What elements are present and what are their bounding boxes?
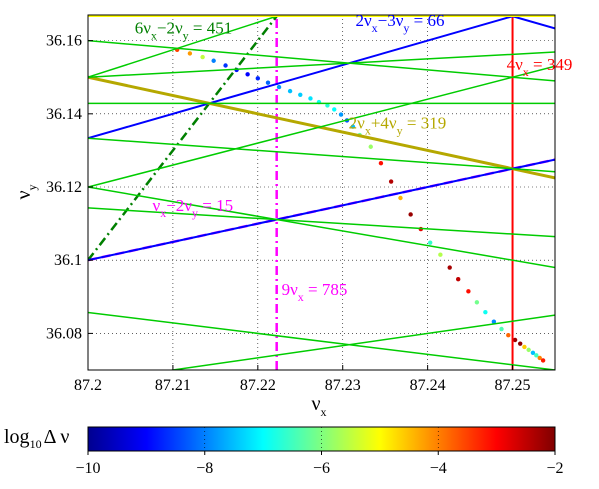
resonance-label: νx−2νy = 15 — [153, 196, 234, 220]
scatter-point — [350, 124, 356, 129]
scatter-point — [447, 265, 452, 270]
colorbar-tick-label: −2 — [546, 460, 563, 477]
scatter-point — [530, 350, 536, 355]
scatter-point — [332, 107, 337, 112]
y-tick-label: 36.16 — [46, 33, 82, 50]
resonance-line — [88, 15, 521, 140]
scatter-point — [211, 58, 216, 63]
resonance-label: 2νx+4νy = 319 — [349, 113, 447, 137]
resonance-line — [88, 15, 283, 78]
scatter-point — [427, 240, 433, 245]
x-axis-label: νx — [311, 393, 326, 419]
scatter-point — [338, 112, 344, 117]
scatter-point — [526, 347, 531, 353]
resonance-line — [88, 51, 555, 78]
scatter-point — [265, 80, 271, 85]
scatter-point — [187, 51, 193, 56]
scatter-point — [522, 344, 527, 350]
scatter-point — [499, 326, 504, 332]
scatter-point — [378, 161, 384, 166]
scatter-point — [255, 76, 261, 81]
scatter-point — [325, 103, 330, 108]
scatter-point — [506, 333, 511, 338]
x-tick-label: 87.2 — [74, 377, 102, 394]
resonance-line — [88, 207, 555, 238]
scatter-point — [223, 63, 228, 68]
y-tick-label: 36.12 — [46, 179, 82, 196]
x-tick-label: 87.25 — [495, 377, 531, 394]
scatter-point — [438, 252, 443, 257]
scatter-point — [276, 84, 282, 90]
scatter-point — [483, 309, 488, 315]
y-tick-label: 36.08 — [46, 325, 82, 342]
resonance-line — [88, 137, 555, 173]
scatter-point — [245, 72, 250, 77]
scatter-point — [540, 358, 546, 363]
x-tick-label: 87.24 — [410, 377, 446, 394]
resonance-label: 4νx = 349 — [507, 55, 573, 79]
x-tick-label: 87.23 — [325, 377, 361, 394]
resonance-line — [88, 65, 555, 188]
y-axis-ticks: 36.08 36.1 36.12 36.14 36.16 — [46, 33, 93, 342]
resonance-line — [88, 311, 555, 370]
colorbar-tick-label: −4 — [430, 460, 447, 477]
y-tick-label: 36.1 — [54, 252, 82, 269]
scatter-point — [466, 289, 471, 294]
resonance-line — [88, 186, 555, 269]
scatter-point — [368, 144, 373, 149]
colorbar-ticks: −10 −8 −6 −4 −2 — [75, 427, 564, 477]
colorbar-tick-label: −6 — [313, 460, 330, 477]
plot-frame — [87, 14, 556, 371]
grid-lines — [87, 15, 555, 370]
scatter-point — [534, 353, 539, 358]
scatter-point — [517, 341, 523, 346]
scatter-point — [456, 277, 461, 282]
resonance-label: 6νx−2νy = 451 — [135, 18, 233, 42]
scatter-point — [388, 179, 394, 184]
y-tick-label: 36.14 — [46, 106, 82, 123]
resonance-label: 2νx−3νy = 66 — [355, 11, 444, 35]
scatter-point — [298, 92, 303, 97]
resonance-line — [88, 39, 555, 82]
scatter-point — [200, 54, 205, 60]
resonance-annotations: 6νx−2νy = 451 2νx−3νy = 66 4νx = 349 2νx+4ν… — [135, 11, 573, 304]
resonance-label: 9νx = 785 — [282, 280, 348, 304]
x-axis-ticks: 87.2 87.21 87.22 87.23 87.24 87.25 — [74, 365, 531, 394]
scatter-point — [408, 212, 413, 217]
resonance-lines — [88, 15, 555, 370]
resonance-line — [88, 75, 555, 180]
scatter-point — [308, 96, 313, 101]
colorbar-tick-label: −10 — [75, 460, 100, 477]
resonance-line — [88, 158, 555, 262]
scatter-point — [398, 195, 403, 201]
scatter-point — [512, 337, 518, 343]
scatter-point — [287, 88, 293, 94]
x-tick-label: 87.21 — [155, 377, 191, 394]
colorbar-label: log10 Δ ν — [4, 426, 69, 451]
scatter-point — [537, 355, 542, 361]
colorbar-tick-label: −8 — [196, 460, 213, 477]
resonance-line — [167, 314, 555, 370]
y-axis-label: νy — [13, 184, 39, 199]
resonance-line — [88, 15, 280, 261]
scatter-point — [491, 319, 497, 324]
x-tick-label: 87.22 — [240, 377, 276, 394]
scatter-point — [474, 300, 480, 305]
